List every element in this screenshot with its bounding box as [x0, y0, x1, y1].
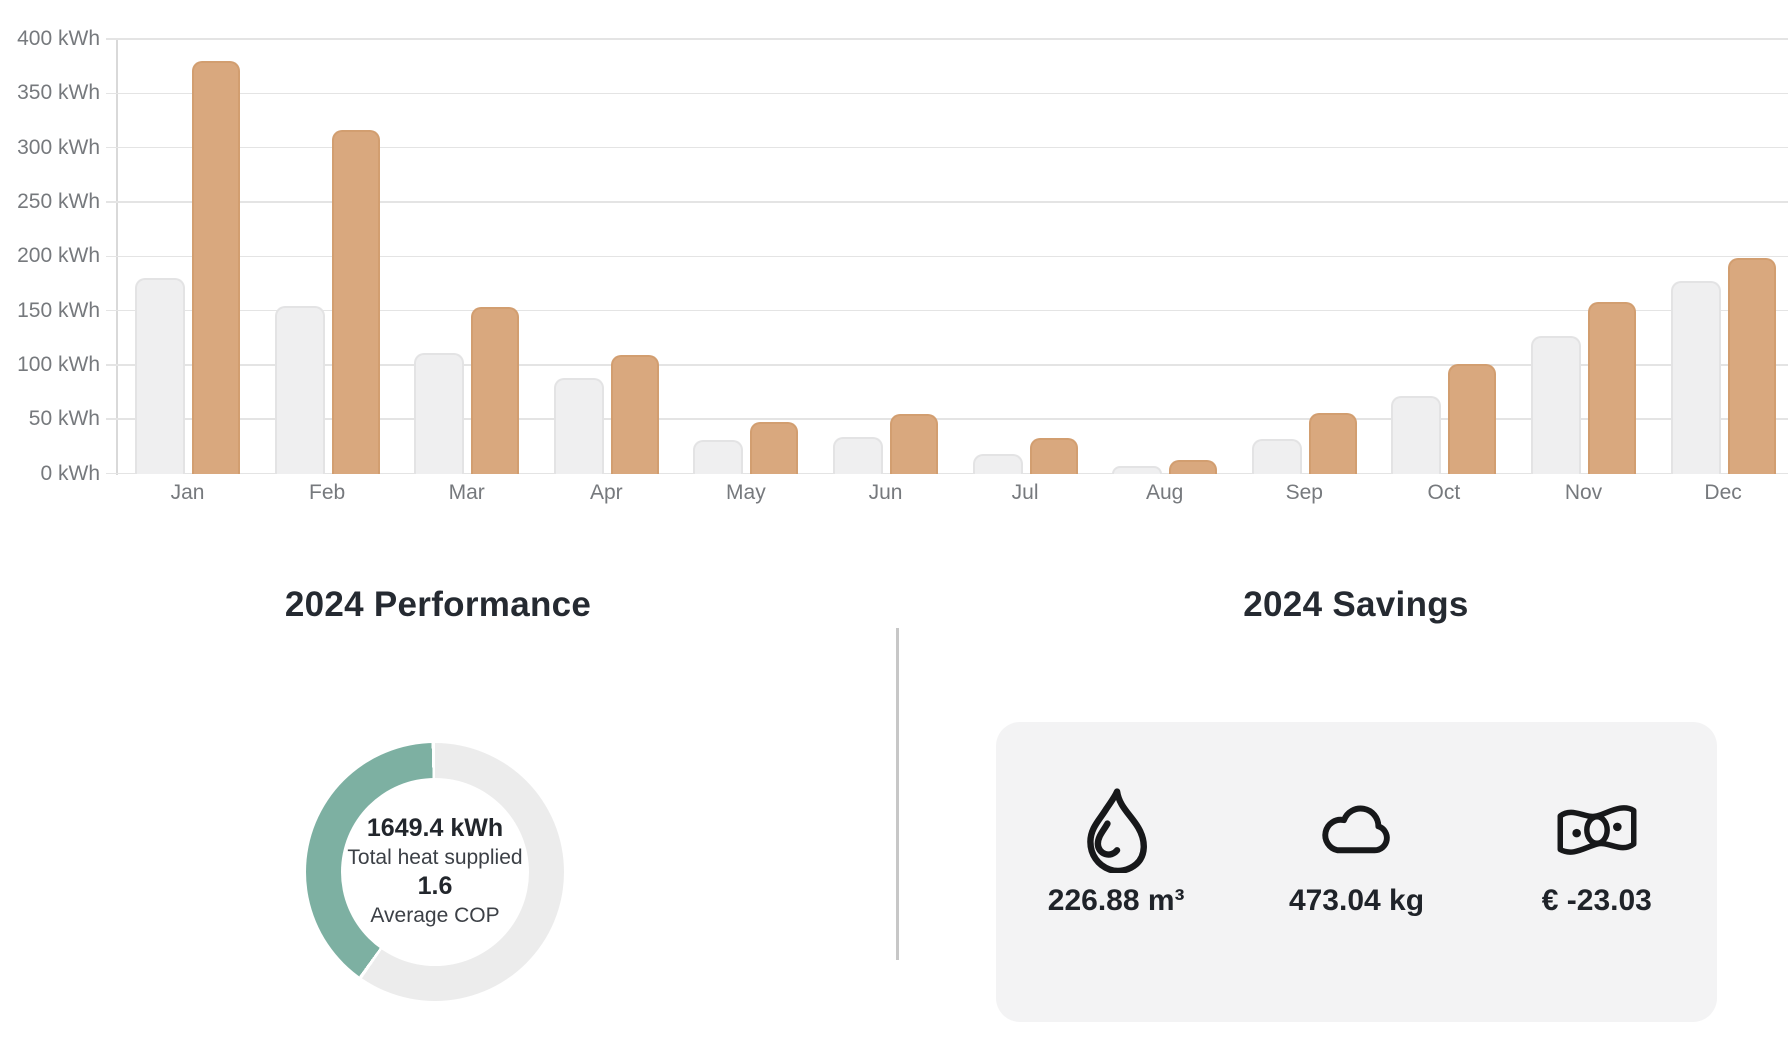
bar-group — [1531, 302, 1636, 474]
bar-group — [553, 354, 659, 474]
bar-gray — [1251, 439, 1302, 474]
month-label: Apr — [589, 481, 623, 504]
month-label: Jan — [170, 481, 205, 504]
y-tick-label: 100 kWh — [17, 352, 100, 376]
bar-group — [1251, 413, 1357, 474]
bar-group — [693, 421, 799, 474]
month-label: Feb — [309, 481, 346, 504]
gridline — [106, 146, 1788, 149]
month-label: Sep — [1285, 481, 1323, 504]
bar-orange — [1308, 413, 1357, 474]
flame-icon — [1084, 786, 1148, 874]
gridline — [106, 38, 1788, 40]
y-tick-label: 0 kWh — [40, 461, 100, 485]
bar-gray — [1391, 395, 1442, 474]
month-label: Mar — [448, 481, 485, 504]
gridline — [106, 92, 1788, 95]
bar-group — [1670, 257, 1776, 474]
month-label: Jul — [1011, 481, 1039, 504]
bar-group — [1391, 364, 1497, 474]
bar-group — [972, 438, 1078, 474]
y-tick-label: 150 kWh — [17, 298, 100, 322]
money-saved-item: € -23.03 — [1477, 786, 1717, 1022]
gas-saved-value: 226.88 m³ — [1047, 884, 1185, 917]
bar-orange — [1169, 459, 1218, 474]
bar-group — [1112, 459, 1218, 474]
savings-heading: 2024 Savings — [1243, 585, 1469, 624]
bar-gray — [135, 278, 185, 474]
bar-group — [833, 414, 938, 474]
y-axis-line — [116, 39, 118, 475]
bar-orange — [1029, 438, 1078, 474]
bar-gray — [274, 305, 325, 474]
bar-orange — [1448, 364, 1497, 474]
y-tick-label: 400 kWh — [17, 27, 100, 50]
bar-gray — [972, 454, 1023, 474]
gridline — [106, 472, 1788, 475]
gridline — [106, 309, 1788, 312]
bar-gray — [1670, 280, 1721, 474]
bar-orange — [1588, 302, 1636, 474]
donut-center: 1649.4 kWh Total heat supplied 1.6 Avera… — [341, 778, 529, 966]
performance-heading: 2024 Performance — [284, 585, 592, 624]
y-tick-label: 50 kWh — [28, 407, 100, 431]
bar-orange — [192, 61, 240, 474]
month-label: Nov — [1564, 481, 1603, 504]
bar-orange — [750, 421, 799, 474]
bar-gray — [693, 440, 744, 474]
bar-orange — [890, 414, 938, 474]
bar-gray — [1112, 466, 1163, 474]
gridline — [106, 364, 1788, 366]
bar-gray — [1531, 336, 1581, 474]
money-icon — [1554, 786, 1640, 874]
section-divider — [896, 628, 899, 960]
average-cop-value: 1.6 — [417, 872, 453, 900]
bar-group — [274, 129, 380, 474]
month-label: Aug — [1146, 481, 1184, 504]
co2-saved-item: 473.04 kg — [1236, 786, 1476, 1022]
gridline — [106, 255, 1788, 257]
bar-gray — [414, 353, 465, 474]
total-heat-value: 1649.4 kWh — [366, 814, 504, 842]
gas-saved-item: 226.88 m³ — [996, 786, 1236, 1022]
bar-orange — [471, 306, 520, 474]
bar-orange — [1727, 257, 1776, 474]
month-label: Dec — [1704, 481, 1742, 504]
y-tick-label: 350 kWh — [17, 81, 100, 105]
month-label: May — [726, 481, 766, 504]
gridline — [106, 418, 1788, 420]
y-tick-label: 200 kWh — [17, 244, 100, 268]
total-heat-label: Total heat supplied — [347, 846, 523, 869]
month-label: Oct — [1427, 481, 1461, 504]
bar-group — [135, 61, 240, 474]
bar-gray — [553, 378, 604, 474]
money-saved-value: € -23.03 — [1541, 884, 1652, 917]
cloud-icon — [1318, 786, 1394, 874]
y-tick-label: 250 kWh — [17, 189, 100, 213]
monthly-energy-bar-chart: 0 kWh 50 kWh 100 kWh 150 kWh 200 kWh 250 kWh 3… — [0, 0, 1788, 515]
co2-saved-value: 473.04 kg — [1288, 884, 1425, 917]
bar-orange — [610, 354, 659, 474]
average-cop-label: Average COP — [370, 904, 500, 927]
month-label: Jun — [868, 481, 903, 504]
bar-orange — [331, 129, 380, 474]
bar-group — [414, 306, 520, 474]
cop-donut-chart: 1649.4 kWh Total heat supplied 1.6 Avera… — [306, 743, 564, 1001]
bar-gray — [833, 437, 883, 474]
gridline — [106, 201, 1788, 203]
y-tick-label: 300 kWh — [17, 135, 100, 159]
savings-card: 226.88 m³ 473.04 kg € -23.03 — [996, 722, 1717, 1022]
